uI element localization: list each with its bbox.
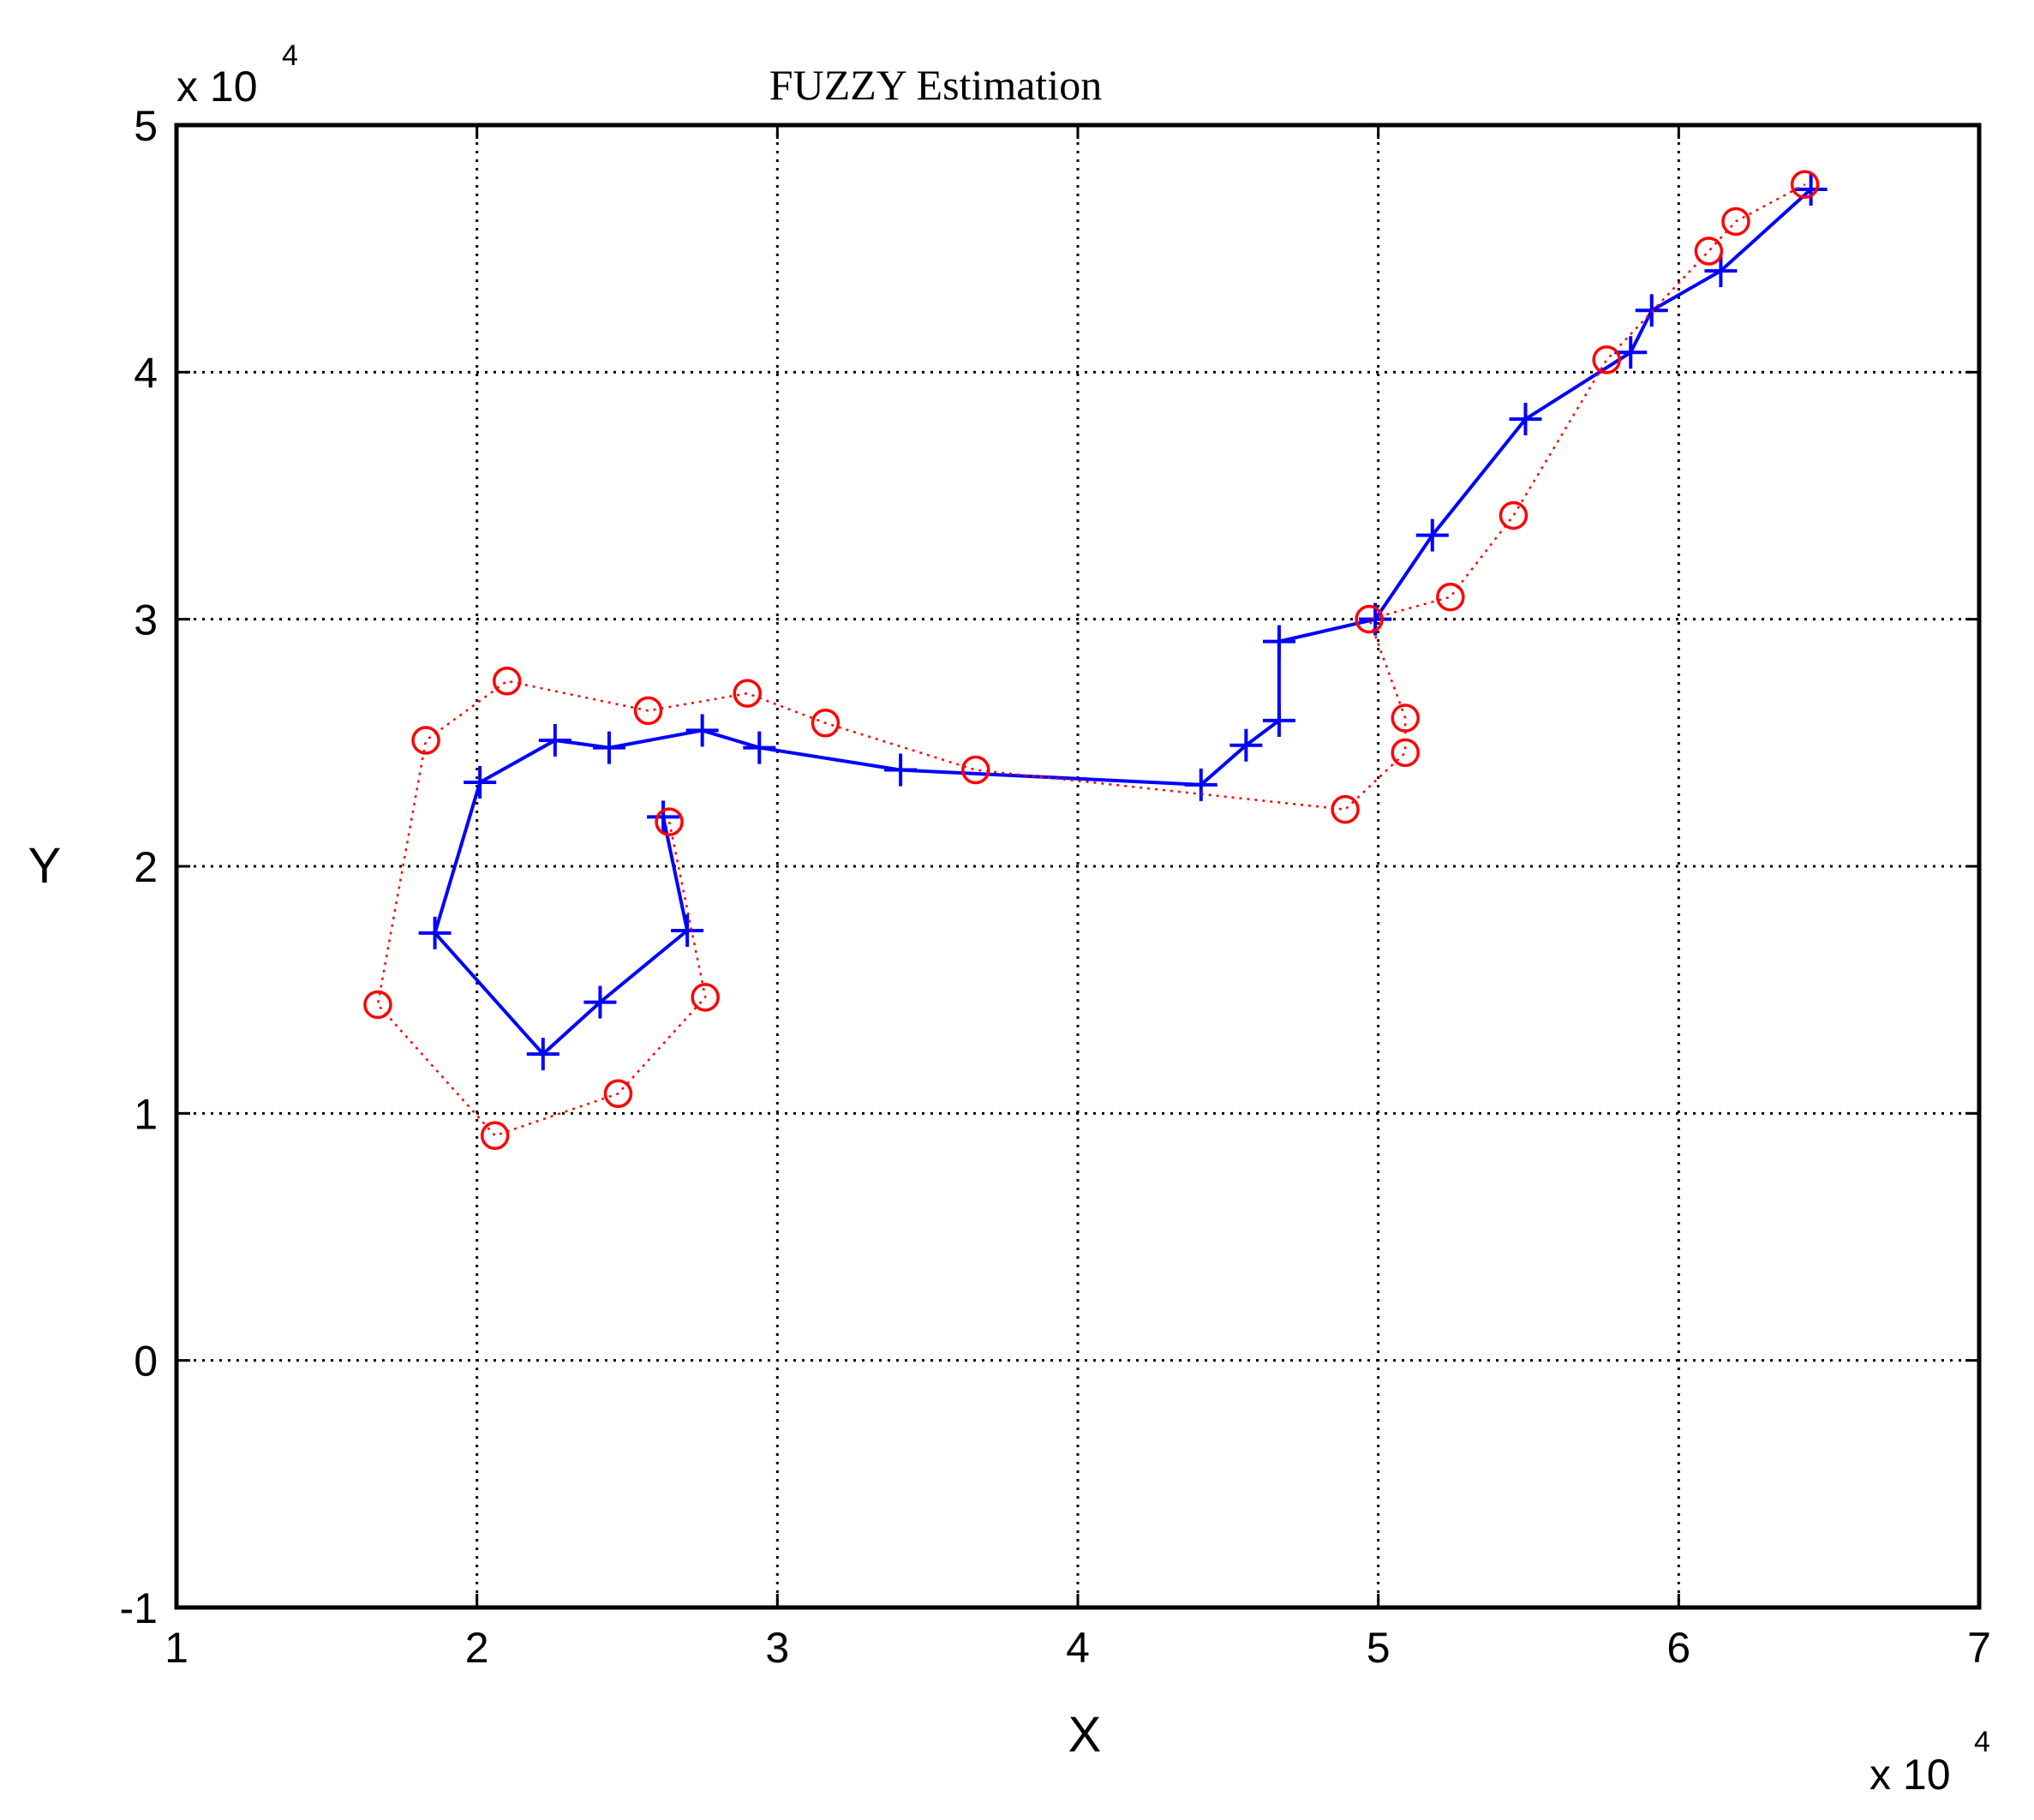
y-tick-label: 3 bbox=[134, 596, 158, 644]
data-point-plus bbox=[1262, 625, 1295, 658]
data-point-plus bbox=[538, 723, 571, 757]
y-tick-label: -1 bbox=[120, 1584, 158, 1632]
data-point-circle bbox=[480, 1121, 510, 1151]
data-point-plus bbox=[884, 753, 918, 787]
data-point-circle bbox=[1436, 582, 1465, 612]
x-tick-label: 7 bbox=[1967, 1624, 1991, 1672]
data-point-circle bbox=[411, 726, 440, 755]
y-axis-label: Y bbox=[28, 838, 62, 894]
data-point-plus bbox=[592, 731, 625, 764]
series-blue-plus bbox=[418, 172, 1828, 1071]
y-multiplier-label: x 10 4 bbox=[176, 39, 298, 111]
data-point-circle bbox=[363, 990, 392, 1020]
data-point-plus bbox=[671, 913, 704, 947]
data-point-circle bbox=[691, 983, 720, 1012]
tick-labels: 1 2 3 4 5 6 7 -1 0 1 2 3 4 5 bbox=[120, 102, 1991, 1672]
data-point-circle bbox=[1721, 207, 1750, 236]
y-tick-label: 2 bbox=[134, 843, 158, 891]
x-axis-label: X bbox=[1068, 1707, 1102, 1763]
data-point-plus bbox=[1509, 403, 1542, 436]
data-point-circle bbox=[1790, 170, 1820, 199]
data-point-circle bbox=[811, 709, 841, 738]
data-point-plus bbox=[743, 731, 776, 764]
data-point-circle bbox=[1499, 500, 1528, 530]
series-line bbox=[433, 188, 1812, 1057]
data-point-circle bbox=[492, 667, 522, 696]
data-point-circle bbox=[633, 696, 663, 726]
grid bbox=[176, 125, 1979, 1607]
data-point-plus bbox=[1229, 728, 1263, 762]
x-tick-label: 5 bbox=[1367, 1624, 1391, 1672]
y-tick-label: 0 bbox=[134, 1338, 158, 1386]
data-point-plus bbox=[1415, 518, 1449, 552]
y-multiplier-base: x 10 bbox=[176, 63, 258, 111]
data-point-plus bbox=[1794, 172, 1828, 206]
data-point-circle bbox=[1592, 345, 1621, 374]
series-layer bbox=[363, 170, 1828, 1151]
x-tick-label: 6 bbox=[1666, 1624, 1690, 1672]
data-point-plus bbox=[1704, 254, 1738, 288]
x-multiplier-exponent: 4 bbox=[1974, 1726, 1990, 1758]
x-tick-label: 1 bbox=[165, 1624, 188, 1672]
data-point-plus bbox=[464, 765, 497, 799]
plot-frame bbox=[174, 123, 1982, 1610]
x-multiplier-base: x 10 bbox=[1869, 1751, 1951, 1799]
x-multiplier-label: x 10 4 bbox=[1869, 1726, 1990, 1799]
y-tick-label: 1 bbox=[134, 1090, 158, 1138]
x-tick-label: 2 bbox=[465, 1624, 489, 1672]
data-point-circle bbox=[1391, 703, 1420, 733]
data-point-circle bbox=[655, 807, 684, 836]
data-point-plus bbox=[1262, 703, 1295, 737]
data-point-plus bbox=[526, 1038, 559, 1071]
chart-title: FUZZY Estimation bbox=[769, 61, 1102, 109]
data-point-plus bbox=[1184, 768, 1217, 801]
data-point-plus bbox=[685, 714, 719, 747]
x-tick-label: 3 bbox=[765, 1624, 789, 1672]
data-point-circle bbox=[1355, 604, 1384, 634]
data-point-circle bbox=[1391, 738, 1420, 768]
data-point-plus bbox=[418, 916, 452, 949]
data-point-circle bbox=[1331, 794, 1360, 824]
data-point-plus bbox=[647, 800, 680, 834]
data-point-circle bbox=[1694, 236, 1724, 266]
data-point-circle bbox=[603, 1079, 633, 1109]
series-red-circle bbox=[363, 170, 1820, 1151]
y-tick-label: 4 bbox=[134, 349, 158, 397]
data-point-plus bbox=[583, 985, 617, 1019]
y-multiplier-exponent: 4 bbox=[282, 39, 298, 72]
data-point-circle bbox=[733, 679, 763, 708]
data-point-circle bbox=[961, 755, 990, 785]
data-point-plus bbox=[1614, 336, 1648, 369]
x-tick-label: 4 bbox=[1066, 1624, 1090, 1672]
y-tick-label: 5 bbox=[134, 102, 158, 150]
